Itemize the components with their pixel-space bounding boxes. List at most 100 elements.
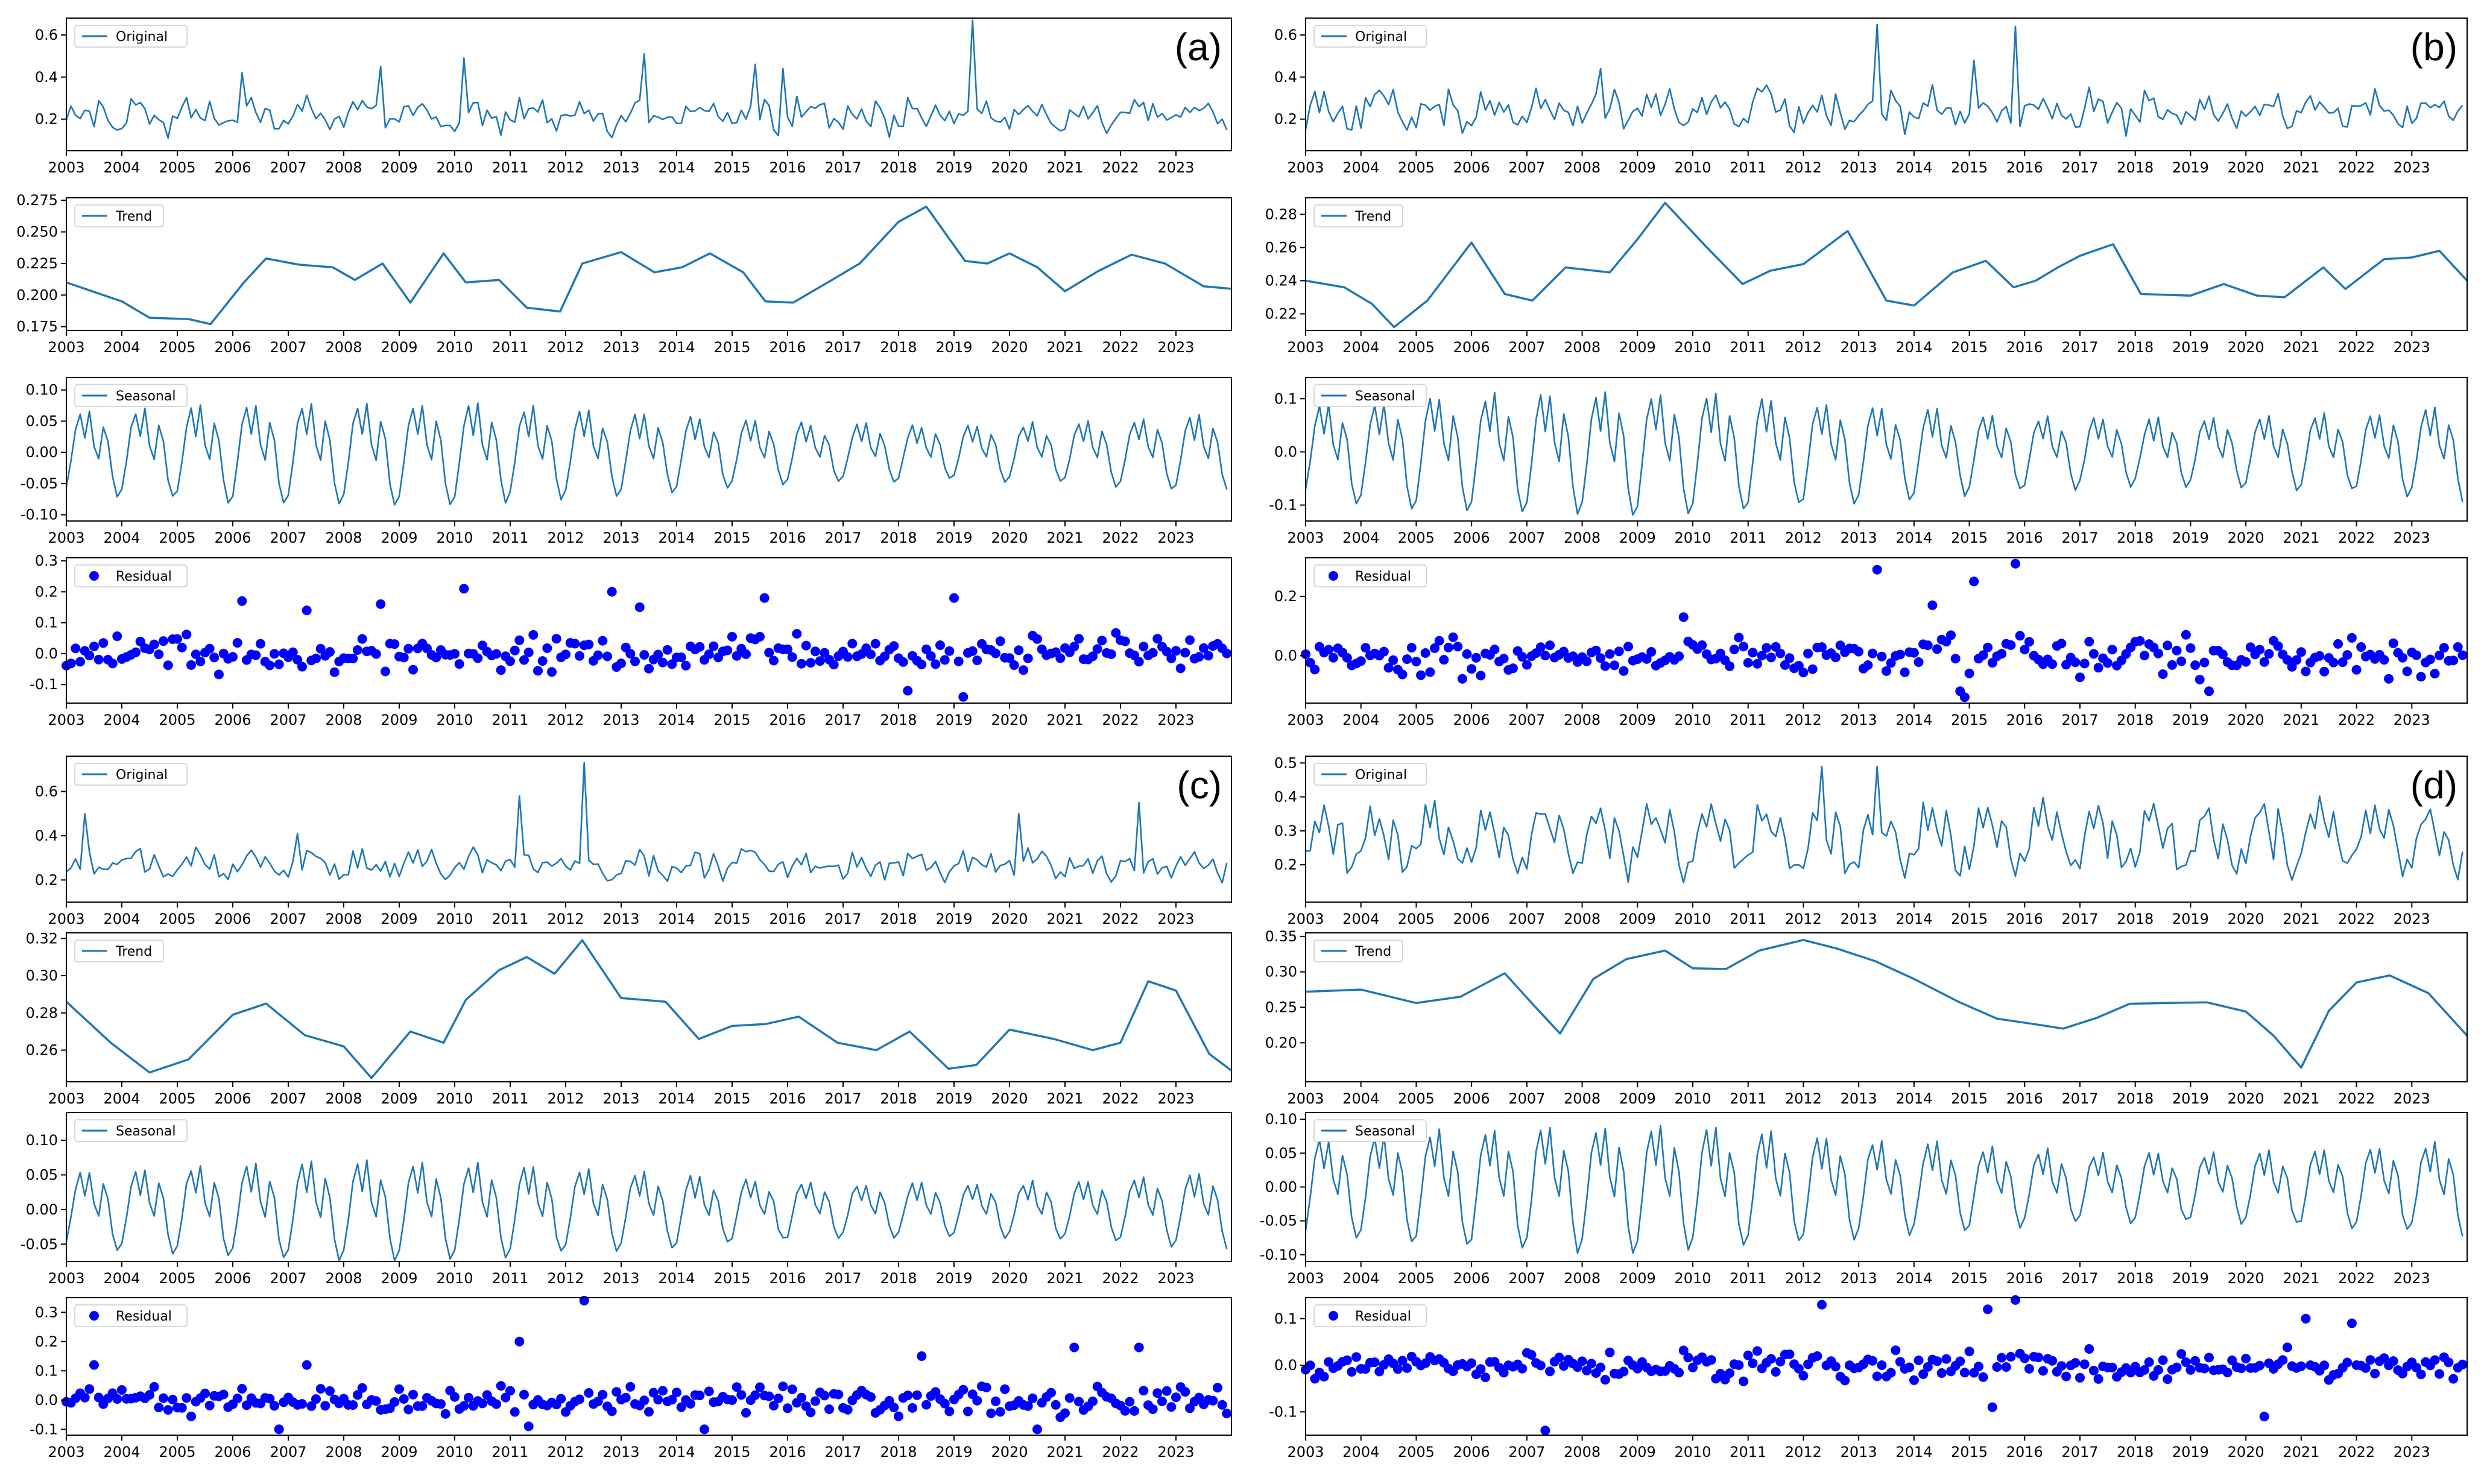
x-tick-label: 2014 <box>1895 1090 1932 1107</box>
x-tick-label: 2017 <box>824 1444 861 1460</box>
x-tick-label: 2021 <box>1046 529 1083 546</box>
x-tick-label: 2003 <box>1287 339 1324 356</box>
residual-point <box>1877 1360 1887 1370</box>
x-tick-label: 2006 <box>214 159 251 176</box>
residual-point <box>1120 1406 1130 1416</box>
residual-point <box>357 1383 367 1393</box>
residual-point <box>2181 1357 2191 1367</box>
residual-point <box>889 1403 899 1413</box>
residual-point <box>1775 1357 1786 1367</box>
x-tick-label: 2018 <box>880 1090 917 1107</box>
x-tick-label: 2003 <box>1287 1090 1324 1107</box>
residual-point <box>1964 1347 1974 1357</box>
residual-point <box>519 1389 529 1400</box>
residual-point <box>607 587 617 597</box>
residual-point <box>575 1394 584 1404</box>
residual-point <box>1600 1375 1610 1385</box>
residual-point <box>256 639 265 649</box>
seasonal-series-line <box>1304 1125 2463 1254</box>
legend-label: Seasonal <box>1355 1124 1415 1139</box>
x-tick-label: 2009 <box>381 159 417 176</box>
residual-point <box>815 656 825 666</box>
legend-label: Original <box>116 768 168 783</box>
x-tick-label: 2013 <box>1841 339 1877 356</box>
x-tick-label: 2015 <box>1951 1090 1988 1107</box>
residual-point <box>1471 652 1481 663</box>
x-tick-label: 2020 <box>2228 1090 2264 1107</box>
residual-point <box>1582 1365 1592 1375</box>
residual-point <box>1932 644 1942 654</box>
residual-point <box>491 1399 501 1409</box>
residual-point <box>496 1381 506 1391</box>
residual-point <box>1909 648 1919 658</box>
x-tick-label: 2013 <box>602 339 639 356</box>
residual-point <box>972 655 982 666</box>
residual-point <box>1614 646 1624 657</box>
residual-point <box>722 645 733 655</box>
residual-point <box>1734 633 1744 643</box>
residual-point <box>399 1394 409 1404</box>
residual-point <box>1959 692 1970 703</box>
residual-point <box>2259 1412 2269 1422</box>
x-tick-label: 2006 <box>1453 159 1490 176</box>
x-tick-label: 2022 <box>2338 1090 2375 1107</box>
residual-point <box>667 1395 677 1405</box>
x-tick-label: 2015 <box>713 712 750 728</box>
x-tick-label: 2016 <box>2006 1444 2043 1460</box>
residual-point <box>575 651 584 661</box>
residual-point <box>131 647 141 657</box>
legend-label: Trend <box>1354 209 1391 224</box>
residual-point <box>1582 656 1592 666</box>
y-tick-label: 0.4 <box>1274 69 1297 86</box>
x-tick-label: 2018 <box>880 1444 917 1460</box>
residual-point <box>1909 1375 1919 1385</box>
x-tick-label: 2004 <box>103 1090 140 1107</box>
residual-point <box>1872 564 1882 575</box>
x-tick-label: 2017 <box>2061 1444 2098 1460</box>
residual-point <box>270 1401 279 1411</box>
y-tick-label: 0.4 <box>35 827 58 844</box>
residual-point <box>866 649 876 660</box>
residual-point <box>371 649 381 659</box>
x-tick-label: 2017 <box>2061 529 2098 546</box>
residual-point <box>561 649 570 660</box>
residual-point <box>811 646 820 657</box>
residual-point <box>436 1399 446 1409</box>
residual-point <box>1448 632 1458 642</box>
residual-point <box>320 1401 330 1411</box>
legend: Seasonal <box>1313 1119 1427 1142</box>
legend-box <box>1313 1304 1427 1327</box>
x-tick-label: 2016 <box>769 529 806 546</box>
residual-point <box>2301 666 2311 677</box>
x-tick-label: 2005 <box>1398 1090 1435 1107</box>
residual-point <box>2255 645 2265 655</box>
residual-point <box>1817 1299 1827 1310</box>
x-tick-label: 2012 <box>547 1090 584 1107</box>
residual-point <box>1430 643 1440 653</box>
residual-point <box>66 658 76 669</box>
residual-point <box>2102 658 2113 668</box>
x-tick-label: 2009 <box>1619 1090 1656 1107</box>
residual-point <box>329 667 340 677</box>
residual-point <box>1508 663 1518 674</box>
residual-point <box>755 1382 765 1392</box>
legend-label: Seasonal <box>1355 389 1415 404</box>
residual-point <box>894 1411 903 1421</box>
x-tick-label: 2015 <box>1951 911 1988 927</box>
x-tick-label: 2020 <box>2228 1444 2264 1460</box>
x-tick-label: 2006 <box>1453 911 1490 927</box>
residual-point <box>519 655 529 665</box>
x-tick-label: 2014 <box>658 339 695 356</box>
residual-point <box>1605 1347 1615 1357</box>
residual-point <box>727 631 737 642</box>
x-tick-label: 2022 <box>2338 712 2375 728</box>
legend: Trend <box>1313 939 1403 962</box>
residual-point <box>2245 642 2255 652</box>
x-tick-label: 2010 <box>1674 339 1711 356</box>
residual-point <box>2020 1353 2030 1363</box>
x-tick-label: 2009 <box>381 1444 417 1460</box>
original-series-line <box>66 762 1228 884</box>
residual-point <box>1457 674 1467 684</box>
residual-point <box>2038 1366 2048 1376</box>
x-tick-label: 2013 <box>602 529 639 546</box>
